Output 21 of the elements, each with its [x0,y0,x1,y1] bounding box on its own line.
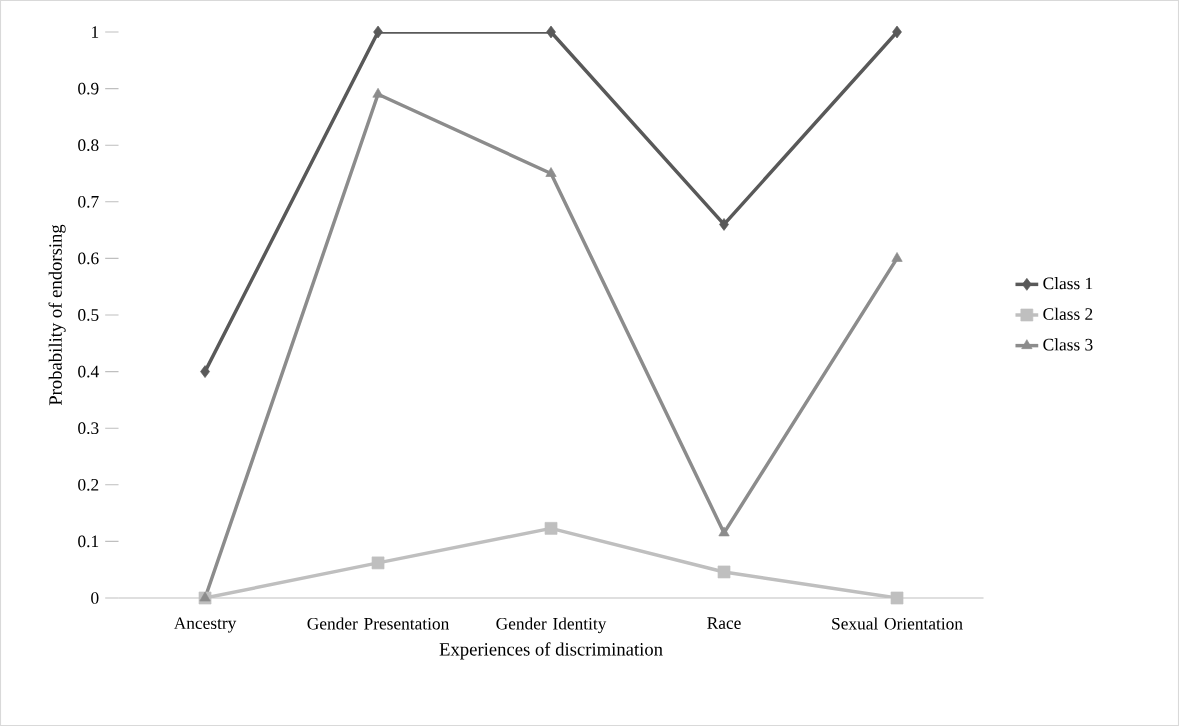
y-tick-label: 0 [91,592,99,604]
x-tick-label: Gender Presentation [307,617,450,630]
y-tick-label: 0.2 [78,478,99,491]
y-tick-label: 0.5 [78,309,99,321]
y-tick-label: 0.4 [78,365,99,378]
y-tick-label: 1 [92,26,99,38]
x-axis-title: Experiences of discrimination [439,642,663,660]
y-tick-label: 0.7 [78,195,99,208]
y-tick-label: 0.8 [78,139,99,152]
legend-label: Class 1 [1043,277,1093,290]
legend-label: Class 2 [1043,307,1093,320]
x-tick-label: Sexual Orientation [832,617,963,630]
y-axis-title: Probability of endorsing [48,224,66,406]
x-tick-label: Race [707,617,741,629]
x-tick-label: Gender Identity [496,617,607,634]
legend-label: Class 3 [1043,338,1093,351]
y-tick-label: 0.1 [78,535,99,548]
y-tick-label: 0.3 [78,422,99,435]
y-tick-label: 0.9 [78,82,99,95]
x-tick-label: Ancestry [173,617,237,633]
y-tick-label: 0.6 [78,252,99,265]
